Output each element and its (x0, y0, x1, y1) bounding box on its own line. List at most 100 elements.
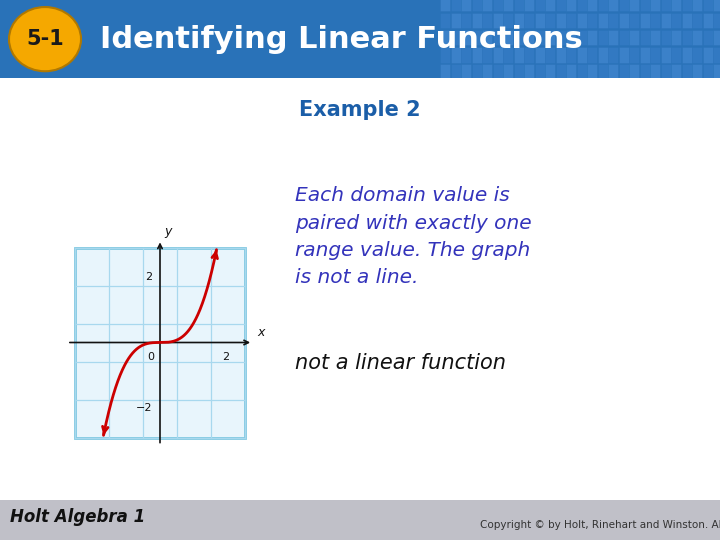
Bar (703, 64, 713, 80)
Bar (472, 0, 482, 11)
Bar (556, 30, 565, 45)
Text: y: y (164, 225, 171, 238)
Bar (492, 12, 503, 28)
Bar (482, 30, 492, 45)
Bar (472, 64, 482, 80)
Bar (513, 47, 523, 63)
Bar (492, 30, 503, 45)
Bar (534, 64, 544, 80)
Bar (671, 47, 681, 63)
Bar (482, 12, 492, 28)
Bar (451, 0, 461, 11)
Bar (566, 64, 576, 80)
Bar (587, 64, 597, 80)
Bar (566, 0, 576, 11)
Bar (461, 12, 471, 28)
Bar (503, 0, 513, 11)
Bar (440, 12, 450, 28)
Bar (556, 12, 565, 28)
Bar (482, 64, 492, 80)
Bar (682, 12, 691, 28)
Bar (513, 64, 523, 80)
Bar (524, 47, 534, 63)
Bar (513, 30, 523, 45)
Text: Holt Algebra 1: Holt Algebra 1 (10, 508, 145, 525)
Bar (451, 64, 461, 80)
Bar (503, 30, 513, 45)
Bar (545, 30, 555, 45)
Bar (556, 0, 565, 11)
Bar (692, 30, 702, 45)
Bar (545, 12, 555, 28)
Bar (660, 64, 670, 80)
Bar (671, 12, 681, 28)
Bar (482, 0, 492, 11)
Bar (75, 247, 245, 437)
Bar (671, 0, 681, 11)
Bar (577, 47, 587, 63)
Bar (671, 64, 681, 80)
Bar (566, 12, 576, 28)
Bar (440, 0, 450, 11)
Bar (524, 30, 534, 45)
Bar (451, 47, 461, 63)
Bar (608, 0, 618, 11)
Bar (639, 30, 649, 45)
Bar (503, 47, 513, 63)
Bar (587, 12, 597, 28)
Bar (577, 12, 587, 28)
Bar (703, 12, 713, 28)
Bar (534, 30, 544, 45)
Text: Copyright © by Holt, Rinehart and Winston. All Rights Reserved.: Copyright © by Holt, Rinehart and Winsto… (480, 519, 720, 530)
Text: 0: 0 (147, 353, 154, 362)
Bar (598, 0, 608, 11)
Bar (713, 64, 720, 80)
Bar (587, 30, 597, 45)
Bar (461, 64, 471, 80)
Text: 2: 2 (145, 272, 152, 282)
Bar (492, 0, 503, 11)
Bar (671, 30, 681, 45)
Bar (461, 30, 471, 45)
Bar (650, 0, 660, 11)
Bar (608, 64, 618, 80)
Bar (492, 64, 503, 80)
Bar (618, 47, 629, 63)
Bar (577, 0, 587, 11)
Bar (545, 64, 555, 80)
Bar (440, 64, 450, 80)
Bar (608, 30, 618, 45)
Bar (618, 0, 629, 11)
Bar (639, 12, 649, 28)
Bar (650, 64, 660, 80)
Bar (692, 47, 702, 63)
Text: −2: −2 (135, 403, 152, 413)
Bar (692, 0, 702, 11)
Bar (618, 64, 629, 80)
Bar (451, 30, 461, 45)
Bar (598, 64, 608, 80)
Bar (566, 47, 576, 63)
Bar (629, 12, 639, 28)
Bar (618, 12, 629, 28)
Bar (598, 30, 608, 45)
Bar (650, 30, 660, 45)
Text: not a linear function: not a linear function (295, 353, 506, 373)
Bar (692, 64, 702, 80)
Text: 2: 2 (222, 353, 229, 362)
Bar (472, 47, 482, 63)
Bar (692, 12, 702, 28)
Text: 5-1: 5-1 (26, 29, 64, 49)
Bar (461, 0, 471, 11)
Bar (608, 12, 618, 28)
Bar (629, 64, 639, 80)
Bar (524, 12, 534, 28)
Bar (703, 0, 713, 11)
Bar (660, 12, 670, 28)
Bar (587, 0, 597, 11)
Bar (598, 47, 608, 63)
Bar (713, 47, 720, 63)
Bar (524, 0, 534, 11)
Bar (587, 47, 597, 63)
Bar (713, 30, 720, 45)
